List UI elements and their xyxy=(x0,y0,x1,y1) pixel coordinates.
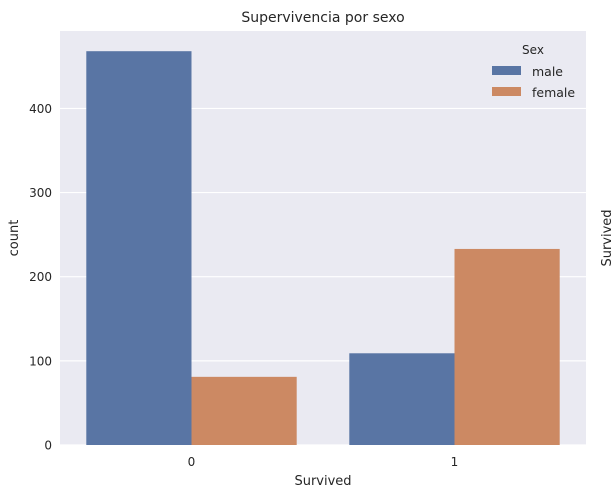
legend-label-female: female xyxy=(532,85,575,100)
y-tick-label: 300 xyxy=(29,186,52,200)
legend-swatch-female xyxy=(492,87,521,96)
right-axis-label: Survived xyxy=(600,209,612,266)
bars xyxy=(86,51,560,445)
y-axis-label: count xyxy=(7,220,22,257)
legend-label-male: male xyxy=(532,64,563,79)
chart-title: Supervivencia por sexo xyxy=(241,10,404,26)
y-tick-label: 100 xyxy=(29,354,52,368)
legend-swatch-male xyxy=(492,66,521,75)
y-tick-label: 400 xyxy=(29,102,52,116)
x-axis-label: Survived xyxy=(294,474,351,489)
x-tick-label: 1 xyxy=(451,455,459,469)
legend-title: Sex xyxy=(522,43,544,57)
bar-male-1 xyxy=(349,353,455,445)
legend: Sex male female xyxy=(492,43,575,100)
bar-female-1 xyxy=(454,248,560,445)
bar-male-0 xyxy=(86,51,192,445)
y-axis-ticks: 0 100 200 300 400 xyxy=(29,102,52,453)
y-tick-label: 200 xyxy=(29,270,52,284)
y-tick-label: 0 xyxy=(44,439,52,453)
x-tick-label: 0 xyxy=(188,455,196,469)
bar-female-0 xyxy=(191,376,297,445)
